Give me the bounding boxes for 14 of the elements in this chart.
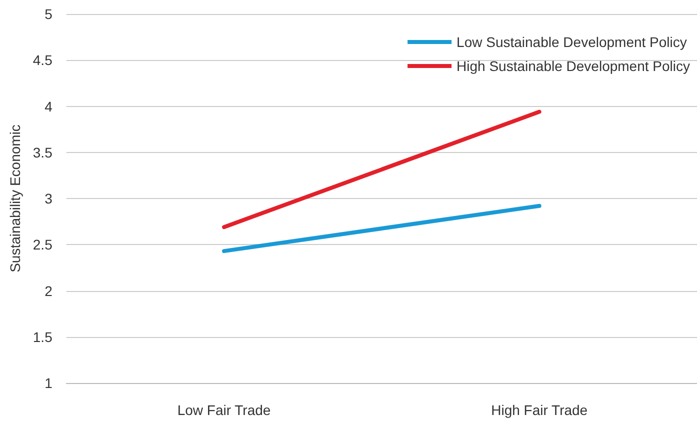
y-tick-label: 4 bbox=[44, 98, 53, 114]
x-tick-label: Low Fair Trade bbox=[177, 402, 271, 418]
y-tick-label: 3.5 bbox=[32, 144, 53, 160]
y-tick-label: 1 bbox=[44, 375, 53, 391]
y-tick-label: 4.5 bbox=[32, 52, 53, 68]
x-tick-label: High Fair Trade bbox=[491, 402, 588, 418]
y-tick-label: 1.5 bbox=[32, 328, 53, 345]
legend-label: High Sustainable Development Policy bbox=[456, 58, 690, 74]
y-tick-label: 3 bbox=[44, 190, 53, 206]
legend-label: Low Sustainable Development Policy bbox=[456, 34, 687, 50]
y-tick-label: 2 bbox=[44, 282, 53, 299]
y-axis-title: Sustainability Economic bbox=[7, 124, 23, 272]
y-tick-label: 5 bbox=[44, 6, 53, 22]
y-tick-label: 2.5 bbox=[32, 236, 53, 253]
